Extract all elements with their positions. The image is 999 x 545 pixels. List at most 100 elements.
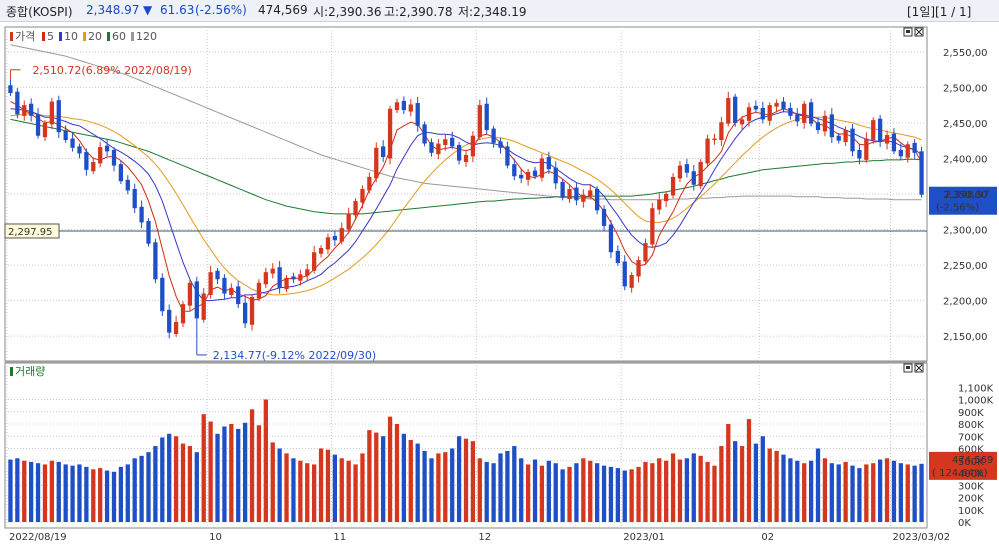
volume-bar [360, 453, 365, 522]
candle-body [691, 171, 696, 185]
candle-body [339, 228, 344, 242]
candle-body [346, 213, 351, 230]
volume-bar [712, 465, 717, 522]
candle-body [836, 135, 841, 141]
candle-body [277, 267, 282, 288]
vol-tick-label: 400K [958, 469, 984, 480]
volume-legend-swatch [10, 367, 13, 376]
y-tick-label: 2,350,00 [943, 190, 988, 201]
volume-bar [477, 458, 482, 522]
volume-bar [677, 459, 683, 522]
volume-bar [532, 459, 538, 522]
candle-body [387, 108, 393, 159]
volume-bar [567, 466, 572, 522]
volume-panel-close-button[interactable] [914, 363, 924, 373]
volume-bar [8, 459, 13, 522]
volume-bar [305, 463, 310, 522]
candle-body [125, 179, 130, 191]
candle-body [139, 206, 144, 223]
volume-bar [815, 448, 821, 522]
volume-bar [622, 470, 627, 522]
candle-body [774, 103, 779, 107]
volume-bar [118, 466, 124, 522]
volume-bar [160, 437, 165, 522]
vol-tick-label: 0K [958, 518, 971, 529]
candle-body [146, 221, 151, 244]
volume-bar [629, 469, 634, 522]
current-price: 2,348.97 [86, 3, 140, 17]
volume-panel-maximize-button[interactable] [903, 363, 913, 373]
candle-body [608, 224, 614, 253]
volume-bar [588, 460, 593, 522]
period-selector[interactable]: [1일][1 / 1] [907, 5, 972, 19]
vol-tick-label: 500K [958, 457, 984, 468]
ma120-line [10, 44, 922, 201]
volume-bar [318, 448, 324, 522]
x-tick-label: 12 [478, 532, 491, 543]
candle-body [305, 269, 310, 276]
volume-bar [415, 443, 420, 522]
volume-bar [256, 425, 262, 522]
index-name: 종합(KOSPI) [6, 5, 73, 19]
volume-bar [670, 453, 676, 522]
reference-label: 2,297.95 [8, 227, 53, 238]
vol-tick-label: 1,000K [958, 396, 994, 407]
candle-body [236, 286, 241, 305]
vol-tick-label: 900K [958, 408, 984, 419]
volume-bar [795, 460, 800, 522]
candle-body [173, 321, 179, 334]
volume-bar [463, 438, 469, 522]
x-tick-label: 11 [333, 532, 346, 543]
candle-body [312, 252, 317, 271]
volume-bar [912, 465, 917, 522]
current-volume-box [929, 451, 997, 480]
volume-bar [167, 433, 172, 522]
candle-body [588, 190, 593, 197]
volume-bar [436, 453, 441, 522]
candle-body [436, 143, 441, 155]
volume-bar [615, 468, 620, 522]
volume-bar [546, 460, 551, 522]
volume-bar [98, 468, 103, 522]
volume-bar [519, 458, 524, 522]
open-price: 시:2,390.36 [313, 5, 382, 19]
candle-body [491, 128, 496, 143]
volume-bar [636, 466, 641, 522]
volume-bar [608, 466, 614, 522]
legend-swatch [83, 32, 86, 41]
volume-bar [781, 454, 786, 522]
candle-body [187, 282, 193, 306]
legend-swatch [131, 32, 134, 41]
max-annotation: 2,510.72(6.89% 2022/08/19) [32, 64, 191, 77]
candle-body [781, 101, 786, 110]
volume-bar [291, 458, 296, 522]
volume-bar [277, 448, 282, 522]
candle-body [519, 174, 524, 179]
candle-body [291, 276, 296, 280]
volume-bar [919, 463, 924, 522]
price-panel-close-button[interactable] [914, 27, 924, 37]
candle-body [629, 275, 634, 288]
price-panel-maximize-button[interactable] [903, 27, 913, 37]
volume-bar [242, 422, 248, 522]
candle-body [215, 270, 220, 280]
candle-body [615, 250, 620, 263]
legend-label: 가격 [15, 30, 35, 43]
candle-body [422, 124, 427, 144]
volume-bar [249, 409, 255, 522]
candle-body [719, 122, 724, 140]
candle-body [539, 158, 545, 178]
volume-bar [560, 469, 565, 522]
volume-bar [574, 463, 579, 522]
candle-body [456, 144, 462, 161]
candle-body [739, 119, 745, 125]
candle-body [532, 170, 538, 177]
volume-bar [332, 454, 337, 522]
volume-bar [22, 460, 27, 522]
candle-body [318, 248, 324, 254]
legend-label: 20 [88, 30, 102, 43]
current-volume-pct: ( 124.64%) [932, 468, 988, 479]
candle-body [194, 281, 199, 319]
vol-tick-label: 100K [958, 506, 984, 517]
candle-body [622, 261, 627, 287]
